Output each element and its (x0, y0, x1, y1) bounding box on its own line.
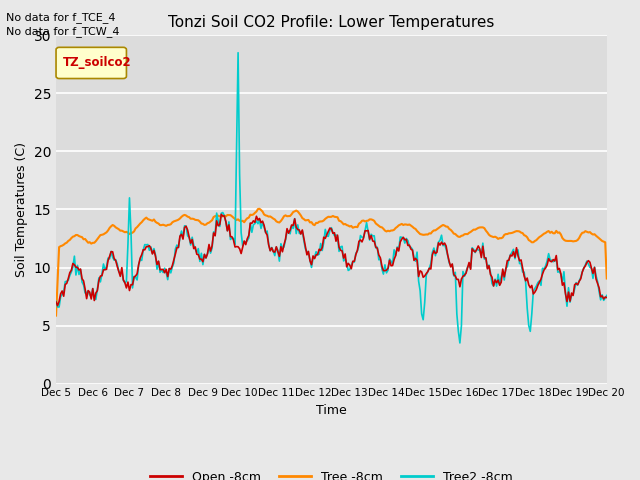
Line: Tree -8cm: Tree -8cm (56, 209, 607, 315)
Tree -8cm (255, 206, 263, 212)
Open -8cm (156, 267, 164, 273)
Tree2 -8cm (234, 50, 242, 56)
Tree2 -8cm (398, 234, 406, 240)
Open -8cm (603, 295, 611, 300)
Tree2 -8cm (155, 258, 163, 264)
Tree -8cm (367, 216, 375, 222)
Line: Tree2 -8cm: Tree2 -8cm (56, 53, 607, 343)
Tree -8cm (67, 235, 75, 241)
X-axis label: Time: Time (316, 404, 347, 417)
Text: No data for f_TCW_4: No data for f_TCW_4 (6, 26, 120, 37)
Text: TZ_soilco2: TZ_soilco2 (63, 56, 131, 69)
Tree2 -8cm (52, 299, 60, 304)
Open -8cm (539, 271, 547, 277)
Tree2 -8cm (603, 293, 611, 299)
Open -8cm (69, 261, 77, 266)
Tree2 -8cm (367, 231, 375, 237)
Tree -8cm (603, 276, 611, 281)
Y-axis label: Soil Temperatures (C): Soil Temperatures (C) (15, 142, 28, 277)
Tree2 -8cm (67, 269, 75, 275)
Open -8cm (399, 234, 407, 240)
Tree -8cm (155, 221, 163, 227)
Tree2 -8cm (539, 265, 547, 271)
Text: No data for f_TCE_4: No data for f_TCE_4 (6, 12, 116, 23)
Line: Open -8cm: Open -8cm (56, 215, 607, 306)
Tree -8cm (537, 233, 545, 239)
Open -8cm (387, 263, 395, 269)
Open -8cm (218, 212, 225, 217)
Open -8cm (52, 299, 60, 305)
Legend: Open -8cm, Tree -8cm, Tree2 -8cm: Open -8cm, Tree -8cm, Tree2 -8cm (145, 466, 517, 480)
Tree -8cm (52, 312, 60, 318)
Tree2 -8cm (456, 340, 464, 346)
Title: Tonzi Soil CO2 Profile: Lower Temperatures: Tonzi Soil CO2 Profile: Lower Temperatur… (168, 15, 495, 30)
Open -8cm (369, 238, 376, 244)
Tree -8cm (386, 228, 394, 234)
Tree2 -8cm (386, 256, 394, 262)
Open -8cm (54, 303, 61, 309)
Tree -8cm (398, 221, 406, 227)
